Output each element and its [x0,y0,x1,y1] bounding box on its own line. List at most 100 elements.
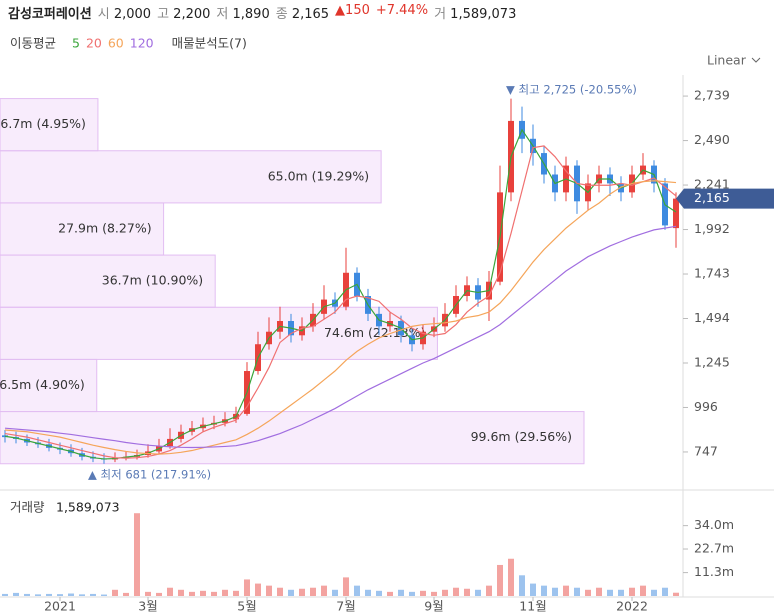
profile-bar [0,306,438,360]
volume-bar [79,594,85,596]
quote-value: 2,165 [291,7,330,22]
volume-bar [365,589,371,596]
volume-bar [244,579,250,596]
volume-bar [640,585,646,596]
profile-label: 16.7m (4.95%) [0,116,86,131]
quote-label: 고 [157,7,170,22]
last-price-marker [676,188,774,209]
ma-line [4,145,677,459]
x-tick-label: 2021 [44,599,76,614]
annotation-high: ▼ 최고 2,725 (-20.55%) [506,83,637,97]
y-tick-label: 2,739 [694,88,730,103]
volume-bar [453,587,459,596]
x-tick-label: 7월 [336,599,355,614]
volume-bar [233,590,239,596]
volume-bar [2,593,8,596]
profile-label: 36.7m (10.90%) [102,273,203,288]
quote-item: 시 2,000 [98,3,151,22]
volume-bar [464,588,470,596]
y-tick-label: 34.0m [694,517,734,532]
volume-bar [68,593,74,596]
quote-label: 종 [275,7,288,22]
y-tick-label: 1,743 [694,266,730,281]
volume-bar [189,591,195,596]
volume-bar [486,585,492,596]
profile-label: 99.6m (29.56%) [471,429,572,444]
volume-bar [508,558,514,596]
y-tick-label: 2,490 [694,132,730,147]
quote-value: 2,000 [113,7,152,22]
y-tick-label: 1,992 [694,221,730,236]
volume-bar [145,591,151,596]
volume-bar [354,585,360,596]
volume-bar [123,592,129,596]
dropdown-icon[interactable] [751,57,761,63]
annotation-low: ▲ 최저 681 (217.91%) [88,468,211,482]
legend-item: 60 [108,36,124,51]
legend-item: 120 [130,36,154,51]
volume-bar [475,589,481,596]
volume-bar [442,589,448,596]
quote-value: 1,890 [232,7,270,22]
change-pct: +7.44% [375,3,429,18]
volume-last: 1,589,073 [56,500,120,515]
y-tick-label: 2,241 [694,177,730,192]
legend-title: 이동평균 [10,36,56,51]
x-tick-label: 11월 [519,599,546,614]
quote-label: 저 [216,7,229,22]
volume-bar [552,587,558,596]
volume-bar [596,587,602,596]
volume-bar [200,590,206,596]
volume-bar [211,591,217,596]
y-tick-label: 747 [694,443,718,458]
volume-bar [277,587,283,596]
volume-bar [541,585,547,596]
volume-bar [57,594,63,596]
volume-bar [266,585,272,596]
volume-bar [398,589,404,596]
volume-bar [90,593,96,596]
volume-bar [618,589,624,596]
y-tick-label: 996 [694,399,718,414]
y-tick-label: 1,494 [694,310,730,325]
legend-item: 20 [86,36,102,51]
volume-bar [46,593,52,596]
volume-bar [585,589,591,596]
y-tick-label: 11.3m [694,564,734,579]
profile-bar [0,202,165,256]
profile-label: 27.9m (8.27%) [58,220,151,235]
last-price-label: 2,165 [694,190,730,205]
scale-toggle[interactable]: Linear [707,53,747,68]
legend-item: 5 [72,36,80,51]
y-tick-label: 22.7m [694,541,734,556]
volume-bar [409,591,415,596]
volume-bar [156,592,162,596]
ma-line [4,180,677,455]
volume-bar [288,589,294,596]
quote-label: 거 [434,7,447,22]
x-tick-label: 5월 [237,599,256,614]
legend-profile: 매물분석도(7) [172,36,247,51]
volume-bar [310,587,316,596]
quote-item: 거 1,589,073 [434,3,516,22]
profile-label: 16.5m (4.90%) [0,377,85,392]
volume-title: 거래량 [10,500,45,515]
profile-bar [0,254,216,308]
y-tick-label: 1,245 [694,354,730,369]
volume-bar [24,593,30,596]
stock-name: 감성코퍼레이션 [8,7,92,22]
volume-bar [134,513,140,596]
volume-bar [35,594,41,596]
profile-bar [0,358,98,413]
x-tick-label: 2022 [616,599,648,614]
profile-bar [0,98,99,152]
quote-item: 종 2,165 [276,3,329,22]
volume-bar [563,585,569,596]
profile-bar [0,411,585,465]
volume-bar [167,587,173,596]
ma-line [4,225,677,449]
volume-bar [651,589,657,596]
quote-item: 저 1,890 [216,3,269,22]
volume-bar [178,589,184,596]
